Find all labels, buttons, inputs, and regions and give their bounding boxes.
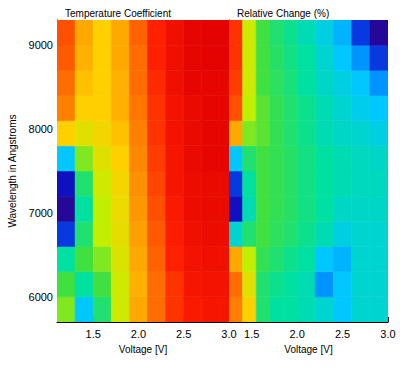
svg-text:2.0: 2.0 [131,328,146,340]
svg-text:Voltage [V]: Voltage [V] [119,344,168,355]
svg-text:Voltage [V]: Voltage [V] [284,344,333,355]
svg-text:7000: 7000 [29,207,53,219]
svg-text:Wavelength in Angstroms: Wavelength in Angstroms [7,114,18,227]
svg-text:1.5: 1.5 [86,328,101,340]
svg-text:Temperature Coefficient: Temperature Coefficient [65,8,171,19]
svg-text:2.0: 2.0 [289,328,304,340]
svg-text:8000: 8000 [29,123,53,135]
svg-text:9000: 9000 [29,39,53,51]
svg-text:3.0: 3.0 [380,328,395,340]
svg-text:Relative Change (%): Relative Change (%) [237,8,329,19]
svg-text:3.0: 3.0 [221,328,236,340]
svg-text:1.5: 1.5 [244,328,259,340]
svg-text:2.5: 2.5 [335,328,350,340]
svg-text:2.5: 2.5 [176,328,191,340]
svg-text:6000: 6000 [29,291,53,303]
